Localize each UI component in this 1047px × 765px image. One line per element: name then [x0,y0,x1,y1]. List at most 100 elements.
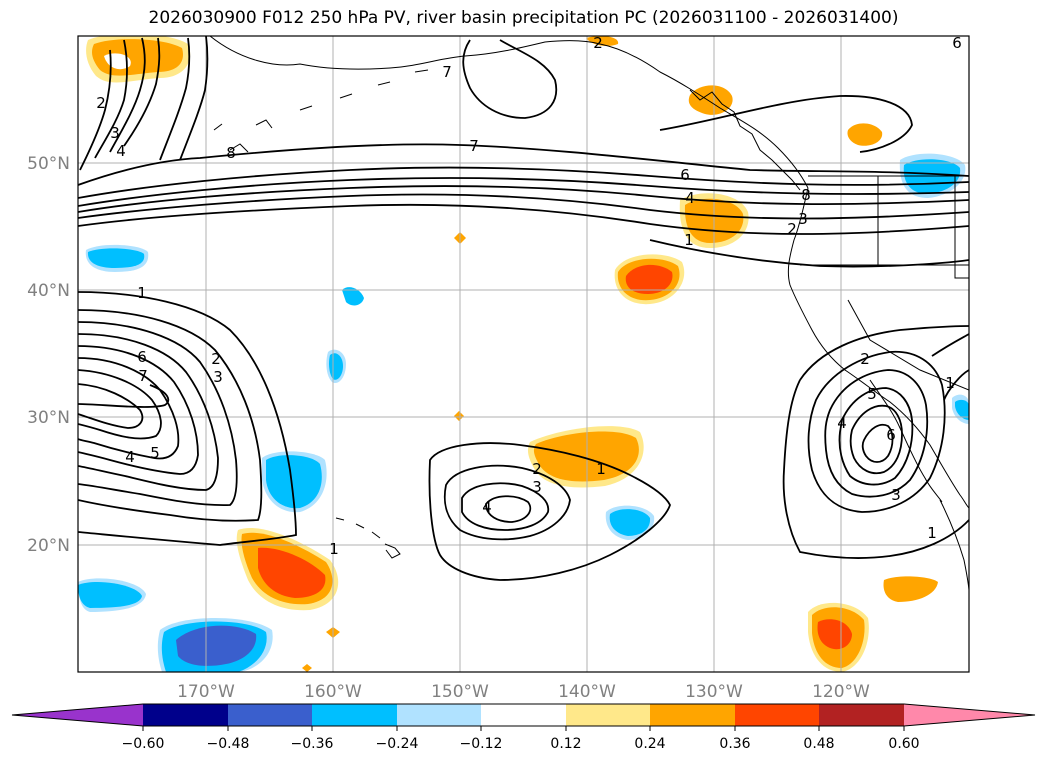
colorbar-swatch [481,704,566,726]
lat-label: 40°N [27,281,70,301]
colorbar-swatch [566,704,650,726]
lon-label: 130°W [685,682,743,702]
border-states [800,176,969,391]
pv-contour [861,423,894,463]
colorbar-swatch [904,704,1035,726]
precip-patch [87,248,145,268]
pv-contour [782,325,969,559]
coastline-bc [689,89,801,191]
longitude-labels: 170°W 160°W 150°W 140°W 130°W 120°W [177,682,870,702]
pv-contour [78,166,969,199]
precip-patch [266,455,322,509]
precip-patch [78,582,142,608]
coastlines [209,36,969,591]
colorbar-swatch [312,704,397,726]
pv-contour [94,39,128,159]
contour-labels: 2 3 4 8 2 7 7 6 4 1 3 2 8 1 6 7 2 3 4 5 … [96,34,962,558]
pv-contour [78,383,144,429]
colorbar-swatch [228,704,312,726]
precip-shading [78,36,969,672]
pv-contour [838,387,914,486]
precip-patch [454,411,464,421]
coastline-alaska [209,36,809,189]
colorbar-tick-label: 0.24 [634,736,665,752]
plot-frame [77,35,970,673]
pv-contour [78,177,969,207]
contour-label: 3 [798,210,808,228]
colorbar-tick-label: −0.12 [460,736,503,752]
coastline-mexico [939,499,969,591]
precip-patch [609,509,651,536]
contour-label: 2 [211,350,221,368]
contour-label: 2 [860,350,870,368]
precip-patch [586,36,619,46]
contour-label: 2 [593,34,603,52]
contour-label: 4 [482,498,492,516]
contour-label: 1 [927,524,937,542]
pv-contour [109,37,146,153]
contour-label: 4 [685,189,695,207]
contour-label: 1 [596,460,606,478]
pv-contour [179,36,209,161]
contour-label: 3 [532,478,542,496]
contour-label: 2 [96,94,106,112]
lon-label: 150°W [431,682,489,702]
colorbar-swatch [650,704,735,726]
pv-contour [78,345,199,475]
colorbar-tick-label: −0.36 [291,736,334,752]
contour-label: 1 [945,374,955,392]
contour-label: 3 [891,486,901,504]
pv-contour [485,495,532,523]
precip-patch [176,625,257,666]
pv-contour [649,239,969,268]
precip-patch [817,619,852,650]
pv-contour [78,321,238,506]
pv-contour [461,482,550,531]
contour-label: 1 [329,540,339,558]
contour-label: 4 [837,414,847,432]
precip-patch [342,287,364,306]
pv-contour [78,193,969,220]
pv-contour [78,369,162,440]
pv-contour [78,143,969,186]
colorbar-tick-label: 0.48 [803,736,834,752]
pv-contour [78,185,969,213]
pv-contour [78,384,170,408]
contour-label: 2 [532,460,542,478]
contour-label: 1 [137,284,147,302]
coastline-islands [213,69,429,153]
pv-contour [79,49,112,171]
colorbar-swatch [397,704,481,726]
precip-patch [883,576,938,602]
precip-patch [258,547,326,598]
lat-label: 20°N [27,536,70,556]
colorbar-swatch [143,704,228,726]
colorbar-tick-label: 0.60 [888,736,919,752]
lon-label: 160°W [304,682,362,702]
pv-contour [462,39,558,119]
lon-label: 140°W [558,682,616,702]
coastline-hawaii [335,517,401,559]
pv-contour [659,95,913,153]
contour-label: 6 [886,426,896,444]
contour-label: 3 [213,368,223,386]
pv-contour [78,333,219,491]
contour-label: 2 [787,220,797,238]
map-title: 2026030900 F012 250 hPa PV, river basin … [148,8,899,28]
pv-contour [824,369,929,498]
colorbar-swatch [819,704,904,726]
colorbar-swatch [12,704,143,726]
colorbar: −0.60 −0.48 −0.36 −0.24 −0.12 0.12 0.24 … [11,703,1036,752]
contour-label: 5 [867,385,877,403]
precip-patch [302,664,312,672]
colorbar-tick-label: −0.24 [376,736,419,752]
colorbar-tick-label: 0.36 [719,736,750,752]
precip-patch [625,264,673,294]
contour-label: 7 [469,137,479,155]
contour-label: 3 [110,124,120,142]
precip-patch [903,159,961,194]
lat-label: 30°N [27,408,70,428]
precip-patch [533,431,639,482]
pv-contour [849,404,903,475]
